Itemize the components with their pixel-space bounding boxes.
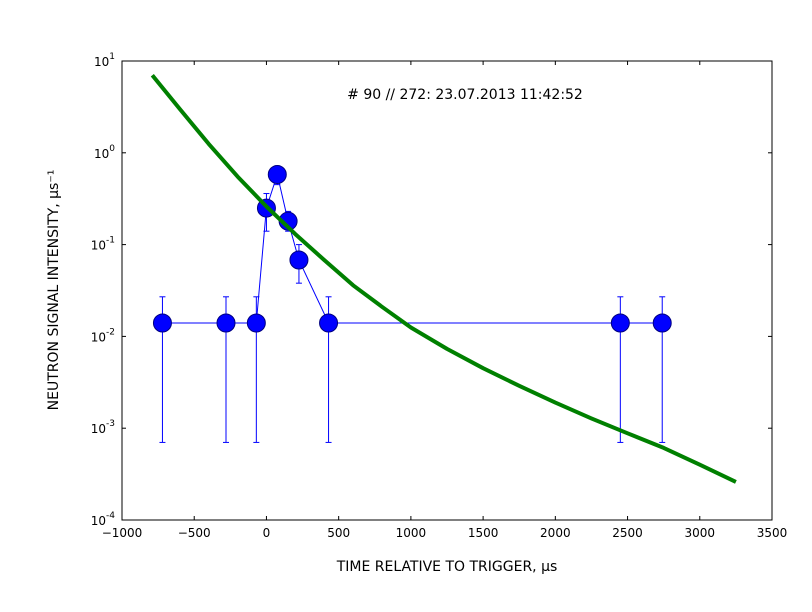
y-tick-label-base: 10 — [91, 239, 106, 253]
data-layer — [150, 73, 737, 484]
x-tick-label: 0 — [263, 526, 271, 540]
y-tick-label: 101 — [94, 52, 115, 69]
x-axis-label: TIME RELATIVE TO TRIGGER, μs — [336, 559, 558, 575]
x-tick-label: −1000 — [102, 526, 143, 540]
x-tick-label: 3500 — [757, 526, 788, 540]
data-point-marker — [246, 313, 266, 333]
y-tick-label-exponent: 0 — [109, 144, 115, 154]
data-point-marker — [319, 313, 339, 333]
data-point-marker — [152, 313, 172, 333]
y-tick-label-base: 10 — [94, 55, 109, 69]
data-connecting-line — [162, 172, 663, 324]
x-tick-label: −500 — [178, 526, 211, 540]
y-tick-label-exponent: -3 — [106, 419, 115, 429]
plot-area — [121, 60, 773, 521]
x-tick-label: 500 — [327, 526, 350, 540]
data-point-marker — [267, 165, 287, 185]
x-tick-label: 1500 — [468, 526, 499, 540]
chart-annotation: # 90 // 272: 23.07.2013 11:42:52 — [347, 87, 583, 103]
data-point-marker — [652, 313, 672, 333]
fit-curve-line — [150, 73, 737, 484]
y-tick-label-base: 10 — [91, 330, 106, 344]
data-point-marker — [289, 250, 309, 270]
x-tick-label: 1000 — [396, 526, 427, 540]
y-tick-label: 100 — [94, 144, 115, 161]
x-tick-label: 3000 — [685, 526, 716, 540]
y-tick-label: 10-1 — [91, 236, 115, 253]
data-point-marker — [216, 313, 236, 333]
y-tick-label-base: 10 — [94, 147, 109, 161]
data-point-marker — [610, 313, 630, 333]
y-tick-label-exponent: -2 — [106, 327, 115, 337]
x-tick-label: 2000 — [540, 526, 571, 540]
x-tick-label: 2500 — [612, 526, 643, 540]
axis-ticks: −1000 −500 0 500 1000 1500 2000 2500 3000 350010-… — [91, 52, 788, 540]
y-tick-label: 10-3 — [91, 419, 115, 436]
y-tick-label-base: 10 — [91, 422, 106, 436]
y-tick-label: 10-2 — [91, 327, 115, 344]
y-tick-label-base: 10 — [91, 514, 106, 528]
y-tick-label-exponent: 1 — [109, 52, 115, 62]
y-tick-label-exponent: -1 — [106, 236, 115, 246]
y-tick-label: 10-4 — [91, 511, 116, 528]
y-axis-label: NEUTRON SIGNAL INTENSITY, μs⁻¹ — [46, 170, 62, 411]
y-tick-label-exponent: -4 — [106, 511, 115, 521]
